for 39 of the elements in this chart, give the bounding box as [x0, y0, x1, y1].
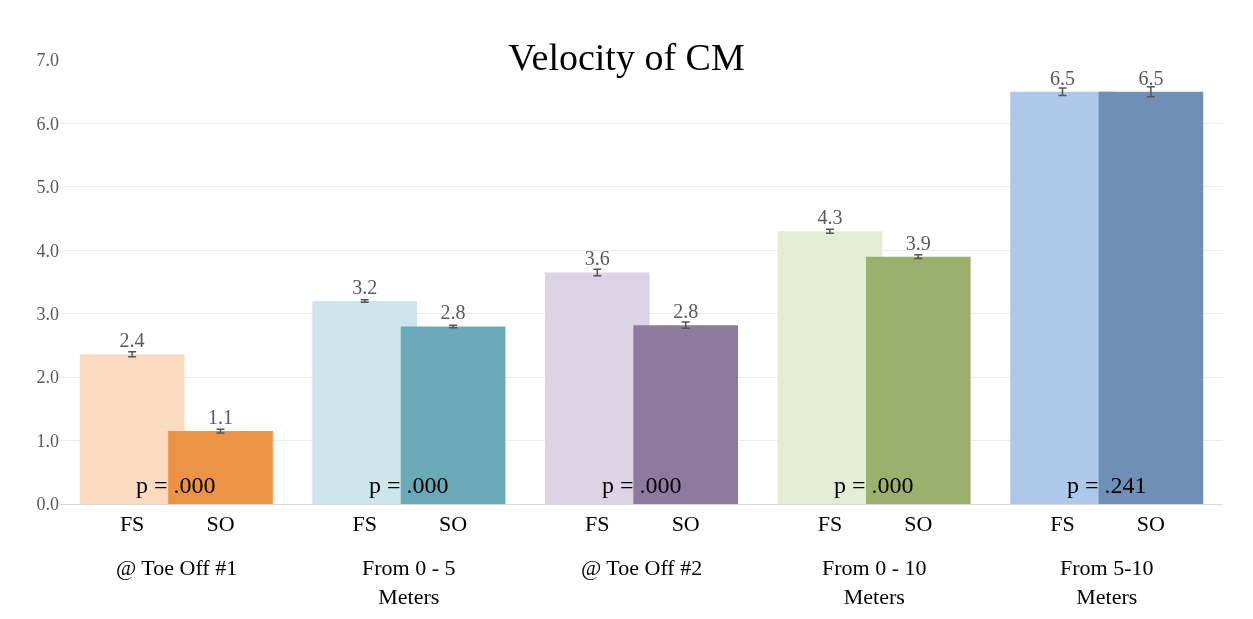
data-label: 2.8: [440, 301, 466, 324]
data-label: 6.5: [1050, 66, 1076, 89]
chart-title: Velocity of CM: [508, 35, 745, 78]
data-label: 2.8: [673, 300, 699, 323]
annotation: p = .000: [136, 472, 216, 498]
y-tick-label: 1.0: [36, 430, 59, 451]
annotation: p = .000: [834, 472, 914, 498]
y-tick-label: 5.0: [36, 177, 59, 198]
y-tick-label: 4.0: [36, 240, 59, 261]
y-tick-label: 7.0: [36, 50, 59, 71]
y-tick-label: 3.0: [36, 304, 59, 325]
x-tick-label: FS: [585, 511, 610, 537]
data-label: 3.9: [905, 231, 931, 254]
x-tick-label: FS: [1050, 511, 1075, 537]
annotation: p = .000: [369, 472, 449, 498]
x-tick-label: SO: [439, 511, 468, 537]
text: From 0 - 5 Meters: [362, 555, 456, 609]
text: From 5-10 Meters: [1060, 555, 1154, 609]
y-tick-label: 0.0: [36, 494, 59, 515]
x-tick-label: SO: [1136, 511, 1165, 537]
data-label: 3.6: [584, 247, 610, 270]
text: @ Toe Off #1: [116, 555, 238, 580]
y-tick-label: 6.0: [36, 113, 59, 134]
data-label: 6.5: [1138, 66, 1164, 89]
x-tick-label: SO: [206, 511, 235, 537]
x-tick-label: FS: [352, 511, 377, 537]
x-tick-label: FS: [817, 511, 843, 537]
x-tick-label: SO: [671, 511, 700, 537]
x-tick-label: FS: [119, 511, 145, 537]
text: @ Toe Off #2: [581, 555, 703, 580]
x-tick-label: SO: [904, 511, 933, 537]
y-tick-label: 2.0: [36, 367, 59, 388]
data-label: 1.1: [207, 406, 233, 429]
data-label: 2.4: [119, 329, 145, 352]
text: From 0 - 10 Meters: [822, 555, 927, 609]
annotation: p = .241: [1067, 472, 1147, 498]
annotation: p = .000: [602, 472, 682, 498]
data-label: 4.3: [817, 206, 843, 229]
data-label: 3.2: [352, 276, 378, 299]
